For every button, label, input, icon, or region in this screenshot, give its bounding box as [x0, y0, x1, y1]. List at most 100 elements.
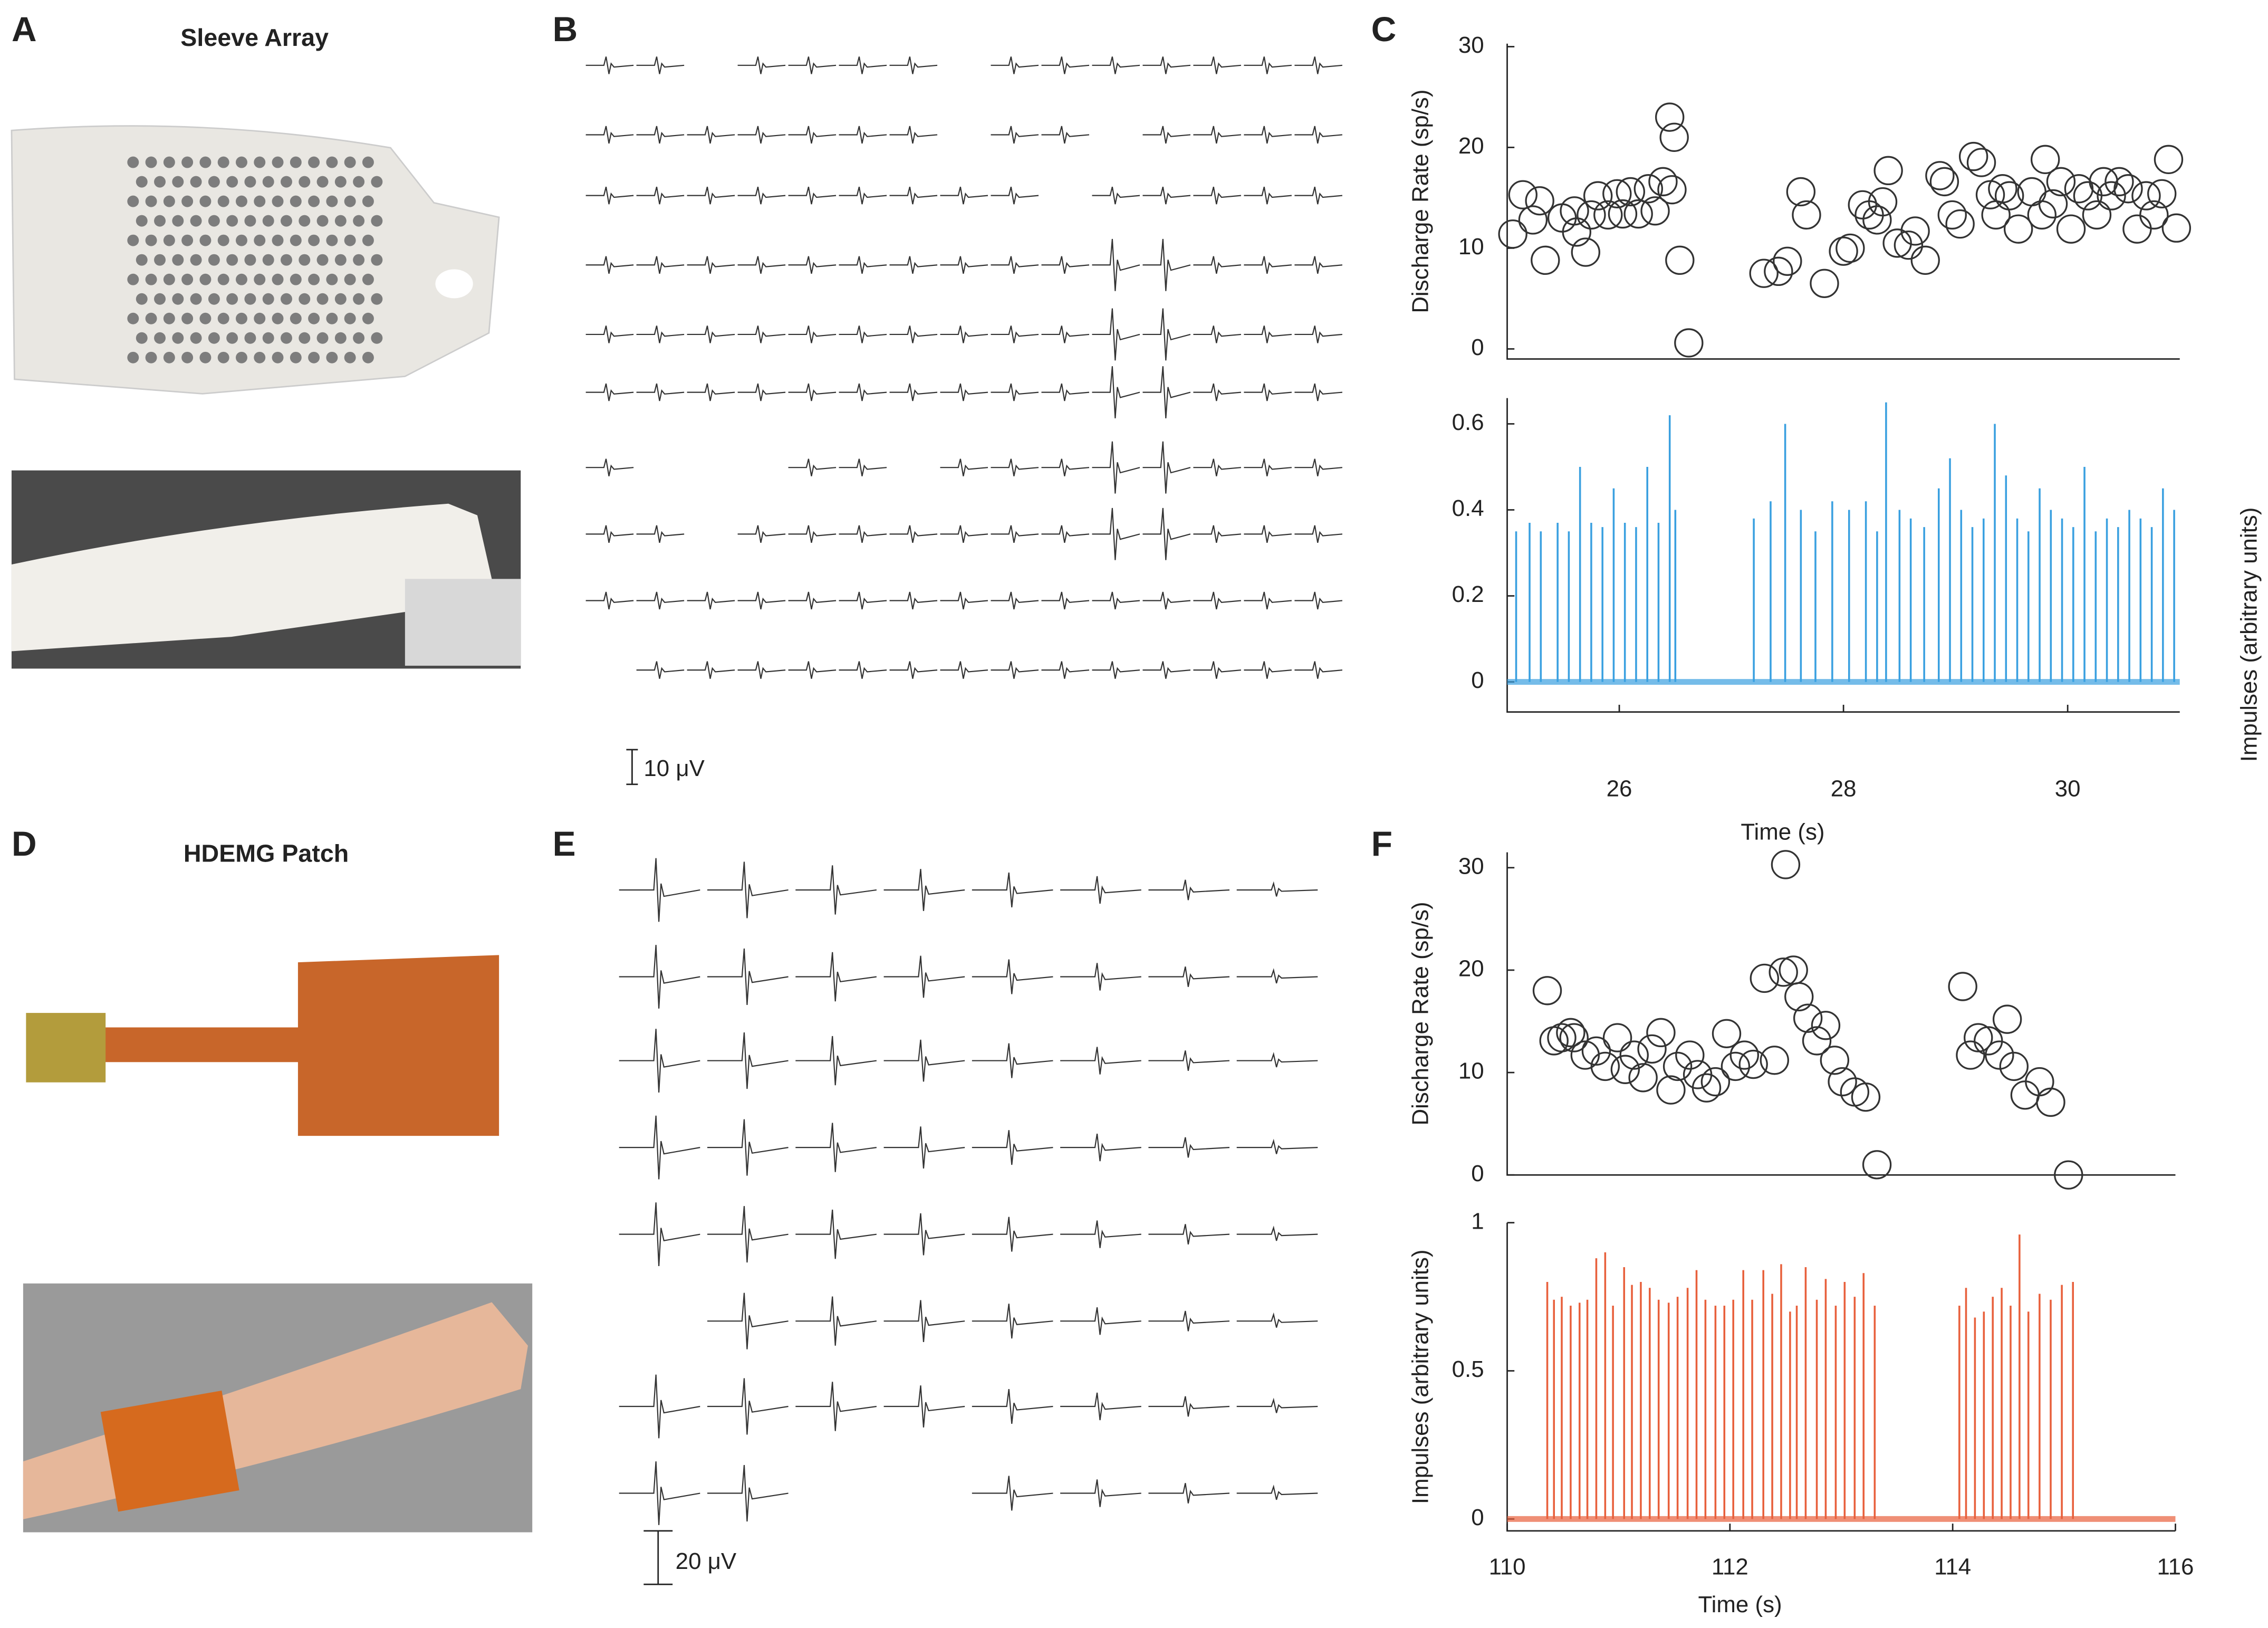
emg-trace [991, 458, 1039, 476]
electrode [344, 156, 356, 168]
discharge-point [1848, 190, 1877, 219]
emg-trace [889, 186, 938, 205]
electrode [281, 332, 292, 344]
y-axis-label: Discharge Rate (sp/s) [1407, 902, 1433, 1125]
discharge-point [1729, 1040, 1759, 1070]
emg-trace [1041, 458, 1090, 476]
emg-trace [1041, 661, 1090, 679]
discharge-point [1985, 1040, 2014, 1070]
discharge-point [1656, 1075, 1686, 1105]
electrode [299, 176, 311, 188]
discharge-point [1784, 982, 1814, 1012]
discharge-point [1840, 1077, 1870, 1107]
emg-trace [1294, 458, 1342, 476]
discharge-point [1547, 1023, 1577, 1052]
arm-rig [405, 579, 521, 666]
electrode [334, 254, 347, 266]
emg-trace [1294, 525, 1342, 543]
emg-trace [1193, 186, 1242, 205]
emg-trace [687, 186, 735, 205]
x-axis-label: Time (s) [1698, 1592, 1782, 1617]
electrode [208, 254, 220, 266]
discharge-point [1829, 236, 1858, 266]
x-tick-label: 110 [1489, 1554, 1526, 1580]
y-tick-label: 30 [1458, 32, 1484, 58]
electrode [371, 254, 383, 266]
emg-trace [619, 1461, 700, 1525]
electrode [163, 156, 175, 168]
discharge-point [2139, 200, 2169, 230]
discharge-point [1948, 972, 1977, 1001]
electrode [199, 312, 212, 324]
discharge-point [1820, 1046, 1850, 1075]
emg-trace [737, 256, 786, 274]
discharge-point [1925, 161, 1955, 190]
emg-trace [585, 56, 634, 74]
discharge-point [1769, 957, 1798, 987]
x-tick-label: 116 [2157, 1554, 2194, 1580]
emg-trace [1294, 56, 1342, 74]
electrode [344, 273, 356, 285]
discharge-point [2046, 167, 2076, 197]
discharge-point [1508, 180, 1537, 209]
emg-trace [707, 861, 789, 918]
emg-trace [707, 1378, 789, 1435]
electrode [226, 215, 238, 227]
electrode [154, 176, 166, 188]
discharge-point [1700, 1067, 1731, 1097]
emg-trace [1060, 1220, 1141, 1248]
emg-trace [991, 325, 1039, 343]
emg-trace [883, 1300, 965, 1343]
emg-trace [991, 383, 1039, 401]
axis [1506, 852, 2176, 1176]
electrode [308, 312, 320, 324]
emg-trace [839, 525, 887, 543]
discharge-point [1633, 174, 1664, 204]
electrode [254, 195, 266, 207]
emg-trace [1244, 126, 1292, 144]
electrode [145, 351, 157, 363]
emg-trace [687, 256, 735, 274]
emg-trace [940, 458, 988, 476]
emg-trace [585, 126, 634, 144]
emg-trace [839, 458, 887, 476]
emg-trace [1193, 325, 1242, 343]
y-tick-label: 30 [1458, 853, 1484, 879]
emg-trace [788, 325, 837, 343]
emg-trace [619, 1115, 700, 1180]
emg-trace [1148, 1310, 1230, 1332]
electrode [244, 293, 256, 305]
electrode [344, 234, 356, 246]
emg-trace [839, 126, 887, 144]
panel-letter: B [553, 9, 578, 49]
y-tick-label: 0 [1471, 334, 1484, 360]
discharge-point [1559, 1023, 1589, 1052]
electrode [308, 156, 320, 168]
patch-photo [297, 955, 499, 1136]
electrode [254, 351, 266, 363]
electrode [181, 234, 194, 246]
discharge-point [2147, 179, 2177, 208]
emg-trace [707, 1032, 789, 1089]
electrode [371, 293, 383, 305]
electrode [290, 195, 302, 207]
panel-letter: D [12, 824, 37, 863]
electrode [281, 215, 292, 227]
discharge-point [1646, 1018, 1676, 1048]
electrode [172, 215, 184, 227]
emg-trace [940, 186, 988, 205]
emg-trace [795, 1123, 877, 1172]
discharge-point [1539, 1026, 1569, 1056]
emg-trace [1148, 1050, 1230, 1071]
electrode [190, 215, 202, 227]
emg-trace [585, 383, 634, 401]
emg-trace [1142, 366, 1191, 419]
discharge-point [1810, 269, 1839, 298]
emg-trace [1142, 591, 1191, 610]
discharge-point [2056, 214, 2086, 244]
emg-trace [1041, 383, 1090, 401]
emg-trace [991, 126, 1039, 144]
emg-trace [1244, 56, 1292, 74]
electrode [208, 215, 220, 227]
electrode [236, 273, 247, 285]
